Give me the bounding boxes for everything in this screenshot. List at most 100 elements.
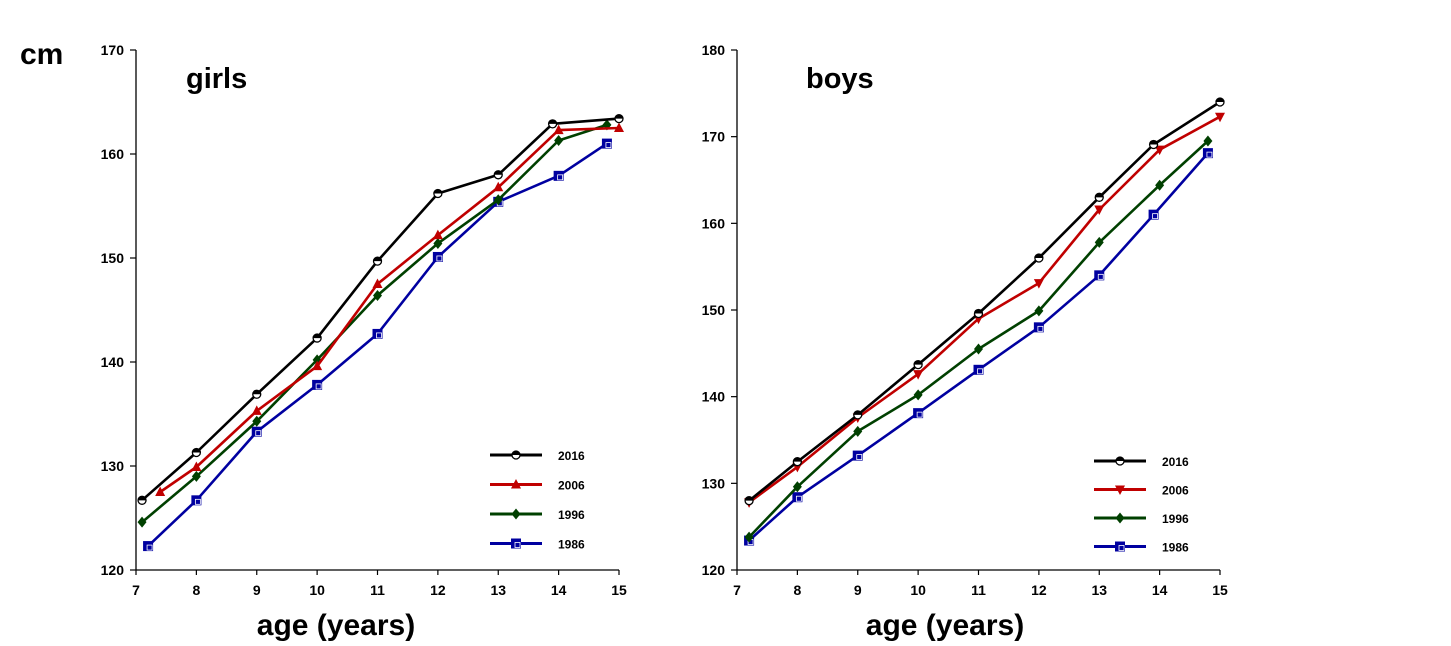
series-1996: [137, 119, 612, 528]
data-point-1986: [913, 408, 924, 419]
data-point-2006: [251, 405, 262, 415]
marker-circle-fill: [853, 410, 862, 415]
legend-item-2006: 2006: [1094, 484, 1189, 498]
data-point-2016: [433, 188, 443, 199]
series-2006: [155, 122, 624, 496]
data-point-1986: [1033, 322, 1044, 333]
legend-marker: [1115, 456, 1125, 466]
data-point-2006: [1215, 112, 1225, 123]
legend-label: 2016: [1162, 455, 1189, 469]
data-point-2006: [913, 370, 924, 380]
data-point-2006: [1154, 145, 1165, 156]
legend-item-2016: 2016: [490, 449, 585, 463]
marker-circle-fill: [373, 257, 382, 262]
data-point-2016: [1215, 97, 1225, 107]
data-point-1986: [312, 379, 323, 390]
marker-square-highlight: [856, 454, 863, 461]
data-point-1996: [602, 119, 612, 131]
marker-circle-fill: [1095, 193, 1104, 198]
data-point-2016: [1094, 192, 1104, 202]
y-tick-label: 140: [101, 354, 125, 370]
marker-square-highlight: [1037, 325, 1044, 332]
series-1986: [143, 138, 612, 552]
series-line-2016: [141, 117, 620, 502]
legend-item-1986: 1986: [490, 538, 585, 552]
marker-square-highlight: [1206, 151, 1213, 158]
marker-circle-fill: [192, 448, 201, 453]
data-point-1986: [1202, 148, 1213, 159]
legend-marker: [511, 538, 521, 549]
series-2016: [744, 97, 1225, 506]
x-tick-label: 9: [253, 582, 261, 598]
data-point-1996: [137, 516, 147, 528]
x-tick-label: 9: [854, 582, 862, 598]
data-point-2016: [1034, 253, 1044, 263]
legend-label: 1986: [558, 538, 585, 552]
y-tick-label: 120: [101, 562, 125, 578]
data-point-1986: [601, 138, 612, 149]
x-tick-label: 8: [793, 582, 801, 598]
x-tick-label: 15: [1212, 582, 1228, 598]
marker-square-fill: [1202, 148, 1213, 159]
marker-square-fill: [1033, 322, 1044, 333]
marker-square-fill: [191, 495, 202, 506]
marker-square-highlight: [605, 142, 612, 149]
data-point-2006: [1033, 279, 1044, 289]
y-tick-label: 160: [101, 146, 125, 162]
marker-circle-fill: [512, 451, 520, 455]
marker-circle-fill: [494, 170, 503, 175]
data-point-2016: [547, 119, 558, 129]
marker-square-highlight: [514, 542, 521, 548]
legend-marker: [511, 450, 521, 460]
data-point-1986: [372, 328, 383, 339]
data-point-2006: [614, 122, 624, 132]
data-point-2006: [432, 229, 443, 240]
marker-circle-fill: [313, 334, 322, 339]
marker-circle-fill: [914, 360, 923, 365]
data-point-1986: [973, 364, 984, 375]
marker-square-highlight: [977, 368, 983, 375]
data-point-2016: [973, 308, 984, 319]
data-point-1996: [792, 481, 802, 493]
legend-marker: [511, 508, 521, 520]
data-point-2006: [553, 124, 564, 135]
series-line-2016: [748, 100, 1221, 502]
marker-circle-fill: [745, 496, 754, 501]
data-point-2006: [1094, 205, 1105, 215]
data-point-1996: [913, 389, 923, 401]
series-1986: [744, 148, 1213, 546]
data-point-1996: [853, 425, 863, 437]
girls-chart: girls 120 130 140 150 160 170 7 8 9 10 11 12 13 14 15 ag…: [101, 42, 627, 642]
series-line-1996: [748, 140, 1209, 539]
data-point-1996: [1203, 135, 1213, 147]
marker-square-fill: [1148, 209, 1159, 220]
marker-square-highlight: [1097, 273, 1104, 280]
data-point-1996: [744, 531, 754, 543]
x-tick-label: 14: [551, 582, 567, 598]
marker-square-fill: [1115, 541, 1125, 552]
data-point-1996: [1094, 236, 1104, 248]
data-point-2016: [913, 359, 923, 370]
marker-circle-fill: [1034, 254, 1043, 258]
marker-square-fill: [372, 328, 383, 339]
legend-item-1986: 1986: [1094, 541, 1189, 555]
marker-square-highlight: [146, 544, 153, 551]
data-point-1996: [373, 289, 382, 301]
legend: 2016 2006 1996 1986: [490, 449, 585, 552]
data-point-1986: [432, 251, 443, 262]
marker-square-fill: [251, 426, 262, 437]
data-point-2016: [614, 113, 624, 124]
legend-item-2006: 2006: [490, 479, 585, 493]
marker-square-fill: [511, 538, 521, 549]
marker-square-highlight: [436, 255, 443, 262]
y-tick-label: 150: [101, 250, 125, 266]
data-point-1986: [792, 492, 803, 503]
marker-square-highlight: [916, 411, 923, 418]
data-point-2006: [493, 181, 504, 192]
legend: 2016 2006 1996 1986: [1094, 455, 1189, 555]
x-tick-label: 10: [910, 582, 926, 598]
x-tick-label: 13: [1091, 582, 1107, 598]
x-tick-label: 11: [370, 582, 385, 598]
x-tick-label: 11: [971, 582, 986, 598]
